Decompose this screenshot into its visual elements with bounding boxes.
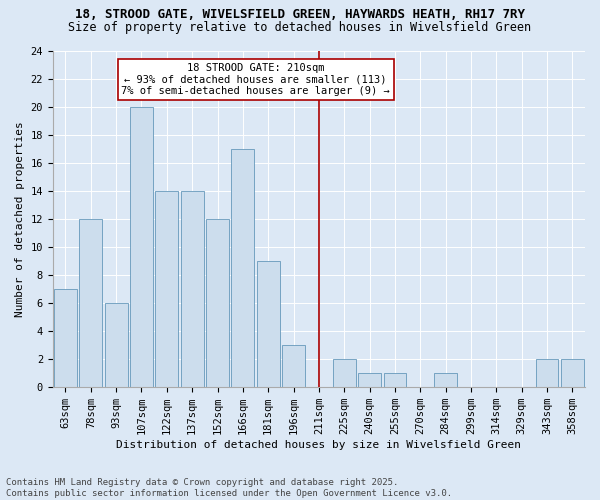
Bar bbox=[206, 220, 229, 387]
X-axis label: Distribution of detached houses by size in Wivelsfield Green: Distribution of detached houses by size … bbox=[116, 440, 521, 450]
Bar bbox=[536, 359, 559, 387]
Text: 18 STROOD GATE: 210sqm
← 93% of detached houses are smaller (113)
7% of semi-det: 18 STROOD GATE: 210sqm ← 93% of detached… bbox=[121, 62, 390, 96]
Bar bbox=[130, 108, 153, 387]
Y-axis label: Number of detached properties: Number of detached properties bbox=[15, 122, 25, 317]
Text: Contains HM Land Registry data © Crown copyright and database right 2025.
Contai: Contains HM Land Registry data © Crown c… bbox=[6, 478, 452, 498]
Bar bbox=[282, 346, 305, 387]
Bar bbox=[79, 220, 102, 387]
Bar bbox=[434, 373, 457, 387]
Bar bbox=[257, 262, 280, 387]
Bar bbox=[54, 290, 77, 387]
Bar bbox=[358, 373, 381, 387]
Text: Size of property relative to detached houses in Wivelsfield Green: Size of property relative to detached ho… bbox=[68, 21, 532, 34]
Text: 18, STROOD GATE, WIVELSFIELD GREEN, HAYWARDS HEATH, RH17 7RY: 18, STROOD GATE, WIVELSFIELD GREEN, HAYW… bbox=[75, 8, 525, 20]
Bar bbox=[561, 359, 584, 387]
Bar bbox=[232, 150, 254, 387]
Bar bbox=[333, 359, 356, 387]
Bar bbox=[383, 373, 406, 387]
Bar bbox=[105, 304, 128, 387]
Bar bbox=[181, 192, 203, 387]
Bar bbox=[155, 192, 178, 387]
